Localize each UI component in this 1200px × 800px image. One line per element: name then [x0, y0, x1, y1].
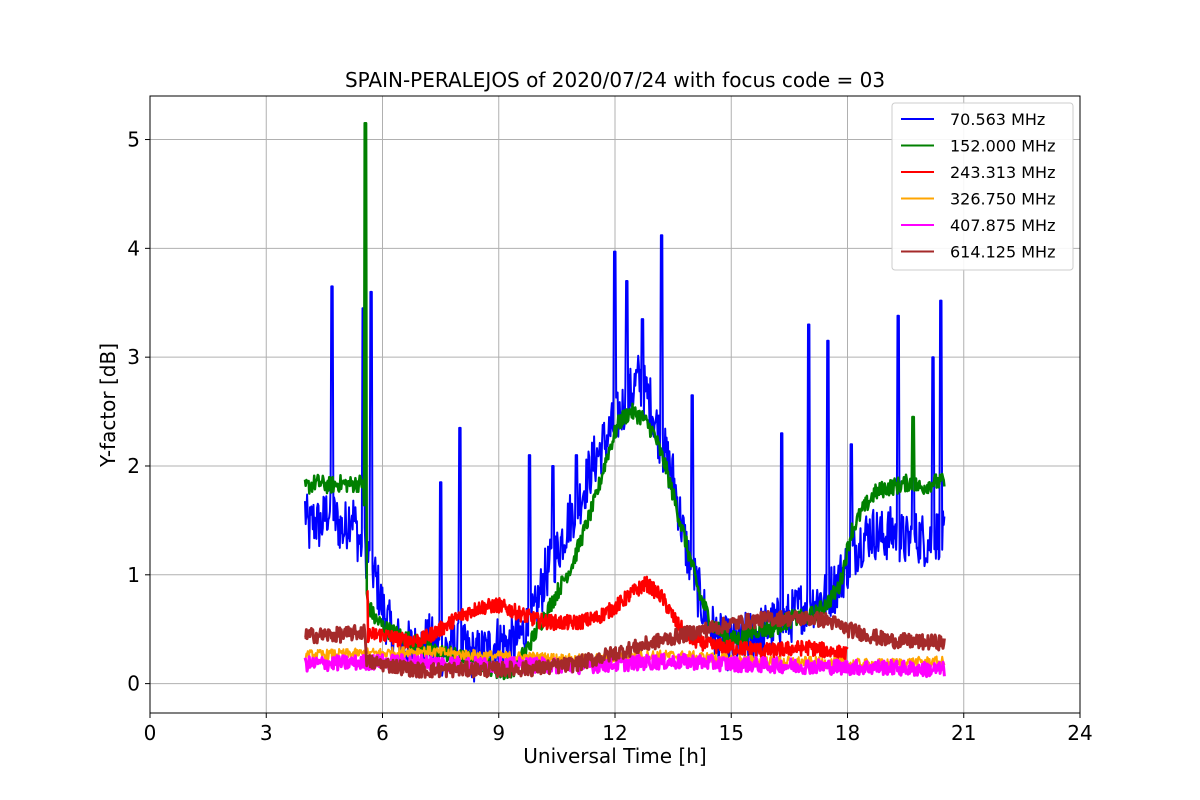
y-tick-label: 0 — [127, 672, 140, 696]
x-tick-label: 18 — [835, 721, 860, 745]
y-tick-label: 4 — [127, 236, 140, 260]
x-tick-label: 3 — [260, 721, 273, 745]
legend-box — [891, 102, 1074, 271]
legend-label: 614.125 MHz — [950, 243, 1055, 262]
legend-label: 70.563 MHz — [950, 110, 1045, 129]
x-tick-label: 12 — [602, 721, 627, 745]
y-tick-label: 2 — [127, 454, 140, 478]
series-line — [304, 610, 946, 679]
legend-label: 326.750 MHz — [950, 190, 1055, 209]
legend: 70.563 MHz 152.000 MHz 243.313 MHz 326.750 … — [891, 102, 1074, 271]
series-line — [366, 575, 849, 662]
legend-label: 152.000 MHz — [950, 137, 1055, 156]
x-tick-label: 24 — [1067, 721, 1092, 745]
x-tick-label: 6 — [376, 721, 389, 745]
series-line — [304, 234, 946, 683]
x-tick-label: 21 — [951, 721, 976, 745]
x-tick-label: 9 — [492, 721, 505, 745]
y-tick-label: 5 — [127, 128, 140, 152]
x-tick-label: 15 — [719, 721, 744, 745]
y-axis-label: Y-factor [dB] — [96, 343, 120, 468]
y-tick-label: 1 — [127, 563, 140, 587]
x-tick-label: 0 — [144, 721, 157, 745]
chart-title: SPAIN-PERALEJOS of 2020/07/24 with focus… — [345, 68, 885, 92]
legend-label: 407.875 MHz — [950, 216, 1055, 235]
legend-label: 243.313 MHz — [950, 163, 1055, 182]
x-axis-label: Universal Time [h] — [523, 744, 706, 768]
series-group — [303, 121, 946, 683]
y-tick-label: 3 — [127, 345, 140, 369]
